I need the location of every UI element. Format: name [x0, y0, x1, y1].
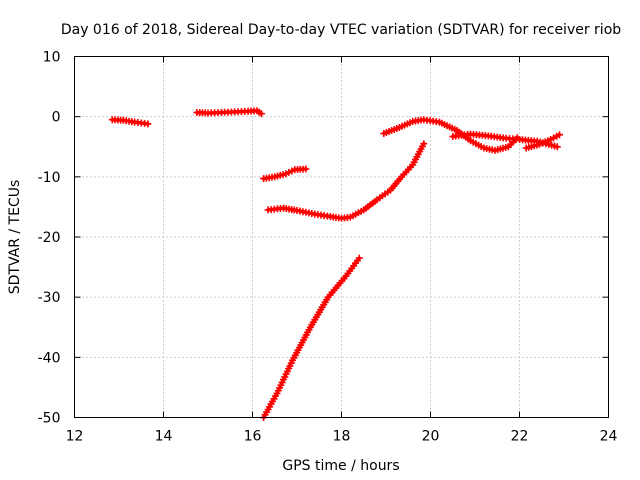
x-tick-label: 12 [66, 429, 84, 445]
series-track-2 [193, 107, 265, 118]
series-track-6 [380, 116, 521, 154]
ticks: 12 14 16 18 20 22 24 10 0 -10 -20 -30 -40 -50 [38, 50, 618, 445]
x-tick-label: 16 [244, 429, 262, 445]
series-track-1 [108, 116, 152, 128]
y-tick-label: 0 [52, 110, 61, 126]
data-point [144, 120, 152, 128]
y-tick-label: -30 [38, 290, 61, 306]
chart-title: Day 016 of 2018, Sidereal Day-to-day VTE… [61, 22, 621, 38]
y-tick-label: -20 [38, 230, 61, 246]
y-tick-label: -50 [38, 411, 61, 427]
series-track-3 [260, 165, 310, 183]
x-axis-label: GPS time / hours [282, 458, 399, 474]
series-track-8 [522, 131, 563, 152]
data-point [257, 110, 265, 118]
series-track-5 [260, 254, 363, 421]
data-point [556, 131, 563, 139]
y-axis-label: SDTVAR / TECUs [7, 180, 23, 295]
grid [74, 56, 609, 418]
data-point [553, 143, 561, 151]
data-point [420, 140, 428, 148]
y-tick-label: 10 [43, 50, 61, 66]
x-tick-label: 18 [333, 429, 351, 445]
series-layer [108, 107, 563, 421]
x-tick-label: 14 [155, 429, 173, 445]
x-tick-label: 22 [511, 429, 529, 445]
data-point [355, 254, 363, 262]
x-tick-label: 20 [422, 429, 440, 445]
y-tick-label: -10 [38, 170, 61, 186]
data-point [302, 165, 310, 173]
x-tick-label: 24 [600, 429, 618, 445]
y-tick-label: -40 [38, 350, 61, 366]
series-track-4 [264, 140, 428, 222]
